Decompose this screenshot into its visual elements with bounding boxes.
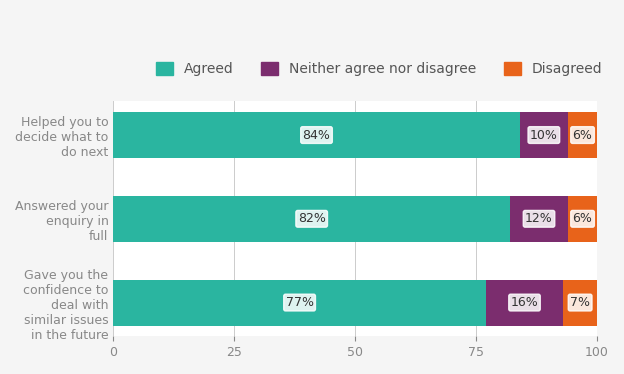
Text: 6%: 6%: [573, 129, 593, 141]
Bar: [568, 112, 597, 158]
Text: 77%: 77%: [286, 296, 314, 309]
Text: 16%: 16%: [510, 296, 539, 309]
Legend: Agreed, Neither agree nor disagree, Disagreed: Agreed, Neither agree nor disagree, Disa…: [150, 56, 608, 82]
Bar: [486, 279, 563, 326]
Text: 82%: 82%: [298, 212, 326, 225]
Bar: [563, 279, 597, 326]
Text: 10%: 10%: [530, 129, 558, 141]
Bar: [114, 279, 486, 326]
Bar: [510, 196, 568, 242]
Text: 12%: 12%: [525, 212, 553, 225]
Text: 84%: 84%: [303, 129, 331, 141]
Text: 6%: 6%: [573, 212, 593, 225]
Bar: [568, 196, 597, 242]
Bar: [114, 112, 520, 158]
Bar: [114, 196, 510, 242]
Bar: [520, 112, 568, 158]
Text: 7%: 7%: [570, 296, 590, 309]
